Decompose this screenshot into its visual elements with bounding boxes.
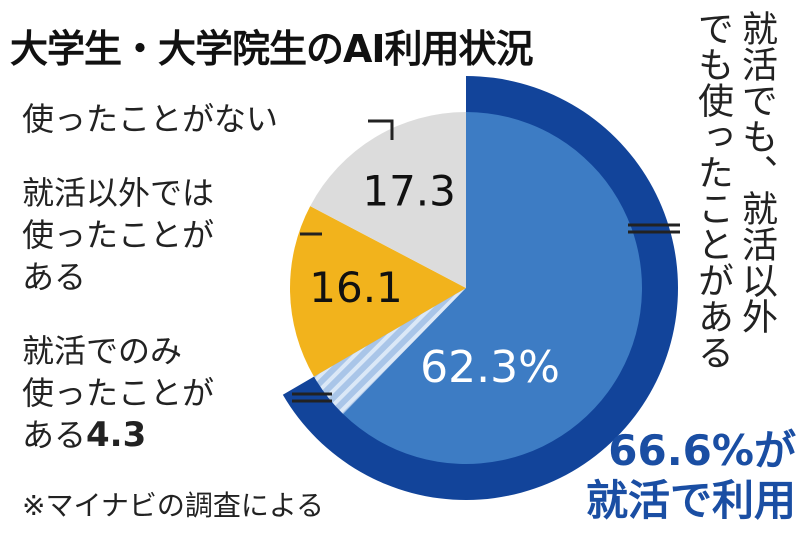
- value-label-outside-job: 16.1: [309, 263, 403, 312]
- label-outside-job-line3: ある: [22, 258, 87, 296]
- summary-line1: 66.6%が: [608, 426, 796, 475]
- slice-never-used: [310, 112, 466, 288]
- label-only-job-line2: 使ったことが: [22, 374, 215, 412]
- label-both: 就活でも、就活以外 でも使ったことがある: [690, 10, 778, 420]
- value-label-never-used: 17.3: [362, 166, 456, 215]
- label-outside-job-line2: 使ったことが: [22, 216, 215, 254]
- label-only-job-value: 4.3: [86, 415, 147, 455]
- summary-callout: 66.6%が 就活で利用: [556, 426, 796, 526]
- summary-line2: 就活で利用: [585, 476, 796, 525]
- value-label-both: 62.3%: [420, 342, 560, 393]
- label-both-line1: 就活でも、就活以外: [736, 10, 777, 334]
- label-outside-job: 就活以外では 使ったことが ある: [22, 172, 214, 298]
- chart-title: 大学生・大学院生のAI利用状況: [10, 27, 534, 71]
- label-both-line2: でも使ったことがある: [692, 10, 733, 370]
- label-only-job-line1: 就活でのみ: [22, 332, 183, 370]
- label-only-job-line3-text: ある: [22, 416, 87, 454]
- label-only-job: 就活でのみ 使ったことが ある4.3: [22, 330, 214, 456]
- label-outside-job-line1: 就活以外では: [22, 174, 215, 212]
- source-note: ※マイナビの調査による: [22, 489, 325, 522]
- slice-only-job: [313, 288, 466, 415]
- slice-both: [343, 112, 642, 464]
- leader-line-never: [368, 119, 394, 140]
- slice-outside-job: [289, 206, 466, 377]
- label-only-job-line3: ある4.3: [22, 414, 214, 456]
- label-never-used: 使ったことがない: [22, 100, 279, 138]
